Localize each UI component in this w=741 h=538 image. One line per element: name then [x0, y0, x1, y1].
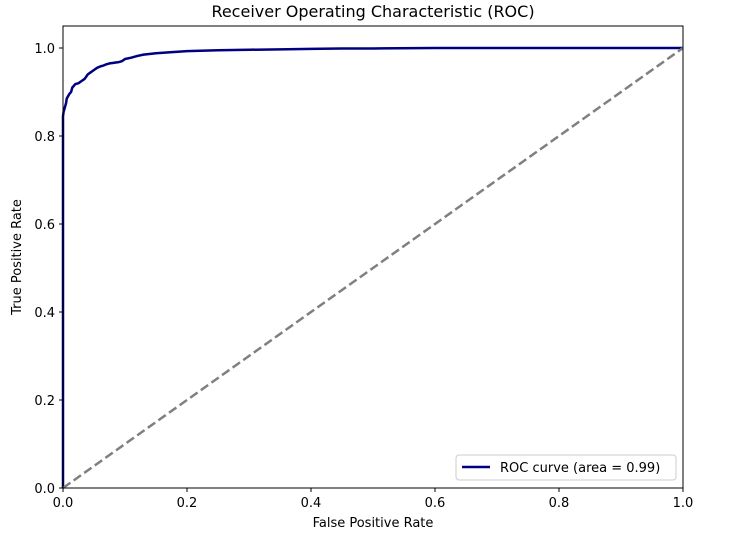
x-tick-label: 0.8 [549, 496, 570, 511]
y-tick-label: 0.6 [34, 218, 55, 233]
x-tick-label: 0.2 [177, 496, 198, 511]
x-tick-label: 1.0 [673, 496, 694, 511]
y-axis-ticks: 0.0 0.2 0.4 0.6 0.8 1.0 [34, 42, 63, 497]
y-axis-label: True Positive Rate [10, 199, 25, 316]
y-tick-label: 0.8 [34, 130, 55, 145]
x-axis-label: False Positive Rate [313, 516, 434, 531]
y-tick-label: 0.0 [34, 482, 55, 497]
axes-frame [62, 25, 684, 489]
diagonal-reference-line [62, 46, 684, 490]
x-tick-label: 0.6 [425, 496, 446, 511]
y-tick-label: 0.2 [34, 394, 55, 409]
y-tick-label: 1.0 [34, 42, 55, 57]
roc-curve-line [61, 46, 683, 488]
plot-area [61, 25, 684, 490]
legend: ROC curve (area = 0.99) [455, 454, 677, 481]
legend-label-roc-curve: ROC curve (area = 0.99) [500, 461, 660, 476]
x-tick-label: 0.4 [301, 496, 322, 511]
x-tick-label: 0.0 [53, 496, 74, 511]
x-axis-ticks: 0.0 0.2 0.4 0.6 0.8 1.0 [53, 488, 694, 511]
legend-box [455, 454, 677, 481]
chart-title: Receiver Operating Characteristic (ROC) [211, 2, 534, 21]
y-tick-label: 0.4 [34, 306, 55, 321]
